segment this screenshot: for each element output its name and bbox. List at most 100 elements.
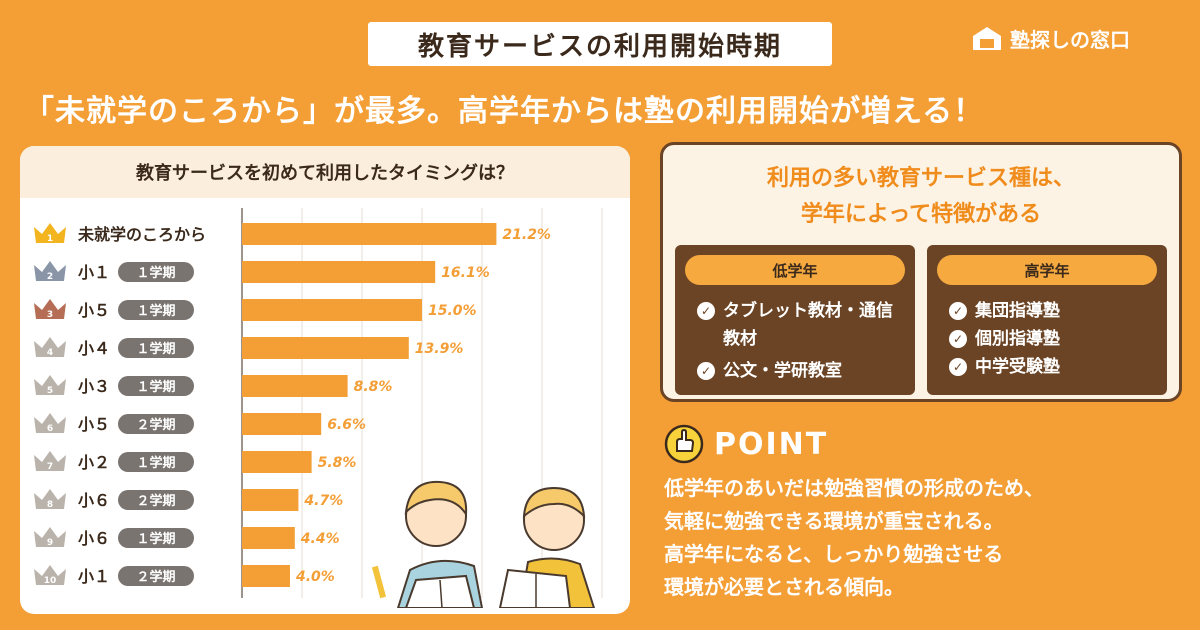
term-label: ２学期 <box>136 569 175 585</box>
category-label: 小６ <box>78 491 110 510</box>
rank-crown-icon <box>34 489 66 509</box>
term-label: １学期 <box>136 265 175 281</box>
value-label: 4.0% <box>295 569 335 585</box>
category-label: 小６ <box>78 529 110 548</box>
category-label: 小２ <box>78 453 110 472</box>
rank-crown-icon <box>34 451 66 471</box>
term-pill <box>118 376 194 396</box>
data-bar <box>242 565 290 587</box>
rank-crown-icon <box>34 223 66 243</box>
category-label: 小５ <box>78 415 110 434</box>
child-1-figure <box>396 480 484 608</box>
term-pill <box>118 452 194 472</box>
heading-line-1: 利用の多い教育サービス種は、 <box>766 166 1075 191</box>
rank-crown-icon <box>34 375 66 395</box>
rank-number: 1 <box>47 234 53 244</box>
rank-number: 6 <box>47 424 53 434</box>
list-item: ✓ 個別指導塾 <box>949 325 1060 353</box>
category-label: 小１ <box>78 567 110 586</box>
term-pill <box>118 300 194 320</box>
brand-logo: 塾探しの窓口 <box>970 22 1180 54</box>
rank-number: 4 <box>47 348 53 358</box>
rank-number: 2 <box>47 272 53 282</box>
ranking-bar-chart: 1 未就学のころから 21.2% 2 小１ １学期 16.1% 3 小５ １学期 15.0% 4 小４ １… <box>34 208 603 598</box>
banner-title: 教育サービスの利用開始時期 <box>368 22 832 66</box>
value-label: 5.8% <box>318 455 357 471</box>
upper-grade-box: 高学年 ✓ 集団指導塾 ✓ 個別指導塾 ✓ 中学受験塾 <box>927 245 1167 395</box>
value-label: 4.4% <box>300 531 340 547</box>
upper-grade-title: 高学年 <box>937 255 1157 285</box>
list-item: ✓ 中学受験塾 <box>949 353 1060 381</box>
check-icon: ✓ <box>949 330 967 348</box>
check-icon: ✓ <box>949 358 967 376</box>
rank-number: 7 <box>47 462 53 472</box>
term-pill <box>118 262 194 282</box>
list-item: ✓ 集団指導塾 <box>949 297 1060 325</box>
data-bar <box>242 375 348 397</box>
rank-number: 5 <box>47 386 53 396</box>
data-bar <box>242 489 299 511</box>
category-label: 小１ <box>78 263 110 282</box>
value-label: 16.1% <box>441 265 490 281</box>
term-pill <box>118 414 194 434</box>
category-label: 未就学のころから <box>77 225 206 244</box>
rank-number: 3 <box>47 310 53 320</box>
data-bar <box>242 299 422 321</box>
rank-number: 8 <box>47 500 53 510</box>
term-label: １学期 <box>136 341 175 357</box>
rank-number: 10 <box>44 576 57 586</box>
value-label: 15.0% <box>428 303 477 319</box>
category-label: 小４ <box>78 339 110 358</box>
pointing-hand-icon <box>664 424 704 464</box>
service-type-heading: 利用の多い教育サービス種は、 学年によって特徴がある <box>663 161 1179 233</box>
lower-grade-list: ✓ タブレット教材・通信教材 ✓ 公文・学研教室 <box>697 297 893 385</box>
data-bar <box>242 451 312 473</box>
term-pill <box>118 338 194 358</box>
category-label: 小５ <box>78 301 110 320</box>
point-line-2: 気軽に勉強できる環境が重宝される。 <box>664 509 1004 533</box>
point-label: POINT <box>714 426 829 462</box>
point-line-1: 低学年のあいだは勉強習慣の形成のため、 <box>664 476 1044 500</box>
check-icon: ✓ <box>949 302 967 320</box>
rank-number: 9 <box>47 538 53 548</box>
rank-crown-icon <box>34 261 66 281</box>
data-bar <box>242 223 497 245</box>
value-label: 13.9% <box>415 341 464 357</box>
value-label: 8.8% <box>354 379 393 395</box>
value-label: 21.2% <box>502 227 551 243</box>
studying-children-illustration <box>371 480 596 608</box>
child-2-figure <box>498 486 596 608</box>
data-bar <box>242 413 322 435</box>
service-type-panel: 利用の多い教育サービス種は、 学年によって特徴がある 低学年 ✓ タブレット教材・… <box>660 142 1182 402</box>
lower-grade-title: 低学年 <box>685 255 905 285</box>
data-bar <box>242 527 295 549</box>
rank-crown-icon <box>34 299 66 319</box>
check-icon: ✓ <box>697 302 715 320</box>
page-headline: 「未就学のころから」が最多。高学年からは塾の利用開始が増える！ <box>24 94 985 129</box>
pencil-icon <box>371 565 387 599</box>
rank-crown-icon <box>34 413 66 433</box>
data-bar <box>242 261 436 283</box>
category-label: 小３ <box>78 377 110 396</box>
rank-crown-icon <box>34 565 66 585</box>
brand-name: 塾探しの窓口 <box>1010 27 1130 52</box>
term-label: １学期 <box>136 303 175 319</box>
point-line-4: 環境が必要とされる傾向。 <box>664 575 904 599</box>
value-label: 6.6% <box>327 417 366 433</box>
rank-crown-icon <box>34 527 66 547</box>
rank-crown-icon <box>34 337 66 357</box>
term-pill <box>118 528 194 548</box>
check-icon: ✓ <box>697 362 715 380</box>
ranking-chart-panel: 1 未就学のころから 21.2% 2 小１ １学期 16.1% 3 小５ １学期 15.0% 4 小４ １… <box>20 146 630 614</box>
school-house-icon <box>973 27 1001 50</box>
point-line-3: 高学年になると、しっかり勉強させる <box>664 542 1004 566</box>
list-item: ✓ タブレット教材・通信教材 <box>697 297 893 353</box>
point-header: POINT <box>664 424 828 464</box>
lower-grade-box: 低学年 ✓ タブレット教材・通信教材 ✓ 公文・学研教室 <box>675 245 915 395</box>
term-label: ２学期 <box>136 493 175 509</box>
term-label: １学期 <box>136 531 175 547</box>
term-label: １学期 <box>136 455 175 471</box>
term-pill <box>118 490 194 510</box>
term-label: ２学期 <box>136 417 175 433</box>
term-pill <box>118 566 194 586</box>
